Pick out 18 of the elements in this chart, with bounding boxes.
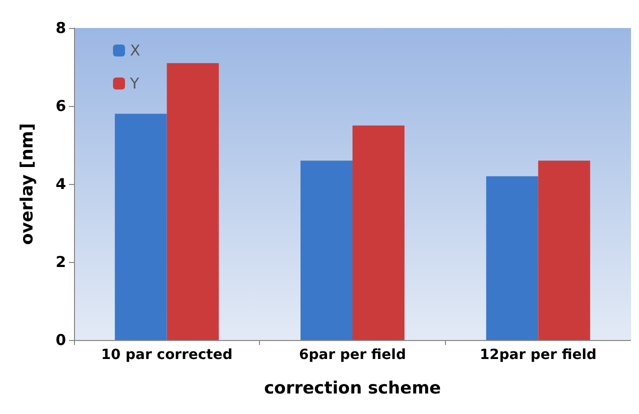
bar [538, 160, 590, 340]
bar [114, 114, 167, 340]
bar [300, 160, 352, 340]
y-tick-label: 6 [56, 97, 66, 115]
x-tick-label: 6par per field [299, 347, 406, 363]
bar [486, 176, 538, 340]
x-axis-title: correction scheme [264, 378, 441, 398]
y-tick-label: 0 [56, 331, 66, 349]
x-tick-label: 12par per field [480, 347, 597, 363]
x-tick-label: 10 par corrected [101, 347, 233, 363]
bar [352, 126, 404, 340]
bar [166, 63, 219, 340]
y-tick-label: 8 [56, 19, 66, 37]
y-tick-label: 2 [56, 253, 66, 271]
y-tick-label: 4 [56, 175, 66, 193]
legend-label: Y [129, 74, 140, 92]
y-axis-title: overlay [nm] [18, 123, 38, 245]
legend-label: X [130, 42, 140, 60]
